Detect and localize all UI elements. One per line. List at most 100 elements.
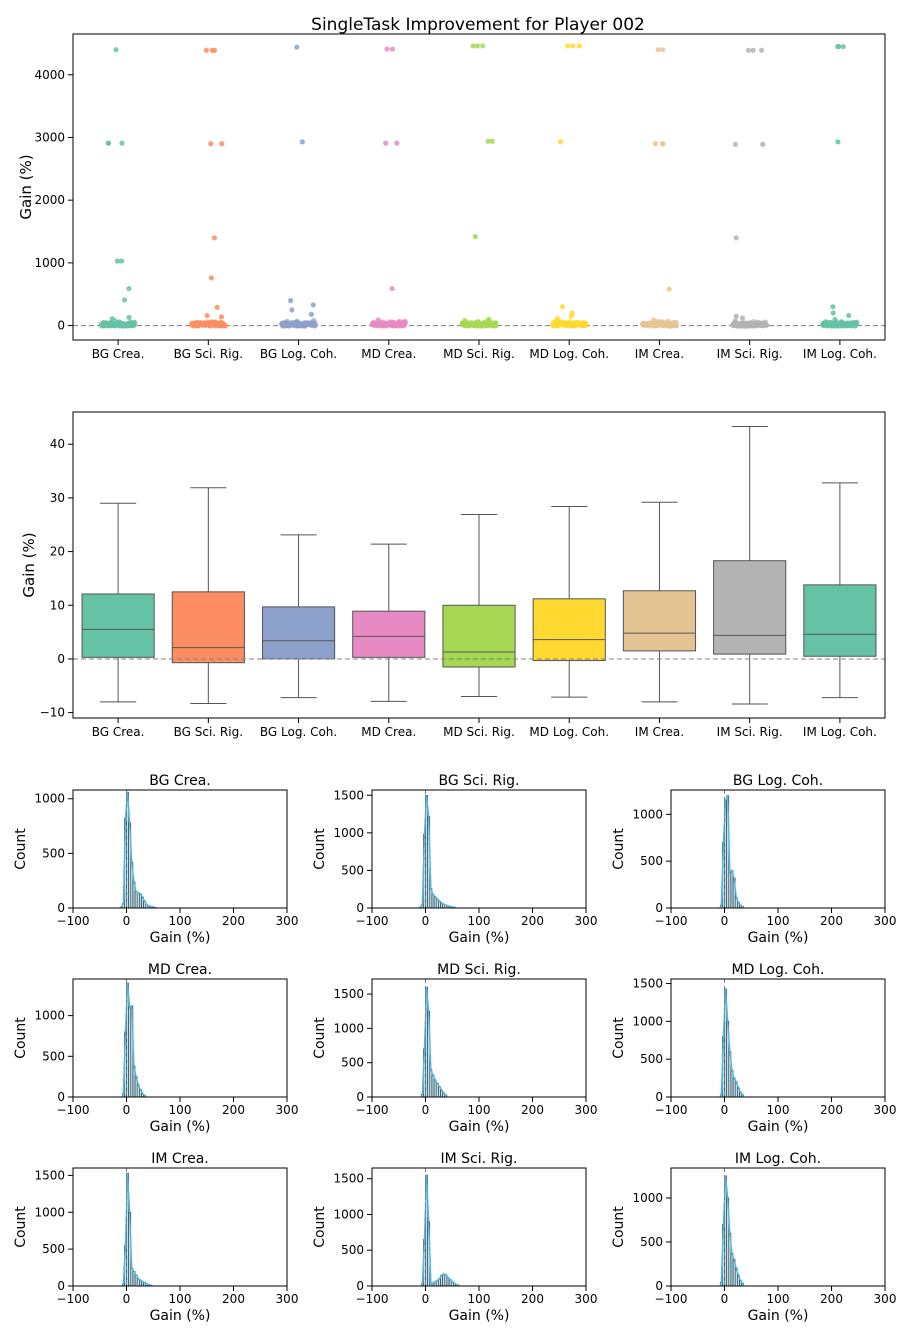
y-tick-label: 1500: [333, 1172, 364, 1186]
kde-curve: [418, 795, 456, 909]
strip-point: [646, 320, 652, 326]
strip-point: [119, 321, 125, 327]
x-tick-label: 100: [767, 1292, 790, 1306]
x-tick-label: 300: [575, 914, 598, 928]
box-iqr: [622, 590, 697, 652]
strip-outlier-point: [480, 43, 486, 49]
strip-plot: BG Crea. BG Sci. Rig. BG Log. Coh. MD Crea.…: [17, 33, 886, 361]
strip-outlier-point: [211, 235, 217, 241]
strip-outlier-point: [576, 43, 582, 49]
y-tick-label: 0: [655, 901, 663, 915]
kde-curve: [121, 983, 147, 1098]
strip-outlier-point: [109, 316, 115, 322]
y-tick-label: 0: [57, 319, 65, 333]
x-tick-label: MD Sci. Rig.: [443, 725, 515, 739]
y-tick-label: 1000: [333, 826, 364, 840]
strip-point: [578, 323, 584, 329]
figure-title: SingleTask Improvement for Player 002: [311, 15, 645, 35]
histogram-title: MD Sci. Rig.: [437, 962, 521, 978]
strip-points-4: [459, 43, 499, 329]
box-iqr: [713, 560, 787, 655]
kde-curve: [719, 988, 745, 1098]
kde-curve: [719, 795, 745, 909]
strip-points-2: [279, 44, 318, 329]
y-tick-label: 500: [341, 863, 364, 877]
strip-point: [653, 321, 659, 327]
box-8: [803, 482, 877, 699]
y-tick-label: 500: [42, 1242, 65, 1256]
x-tick-label: 100: [468, 1292, 491, 1306]
strip-point: [222, 322, 228, 328]
strip-point: [197, 321, 203, 327]
strip-points-7: [730, 47, 770, 329]
strip-point: [659, 322, 665, 328]
strip-point: [843, 323, 849, 329]
strip-points-0: [98, 47, 138, 329]
strip-point: [396, 321, 402, 327]
strip-outlier-point: [565, 43, 571, 49]
histogram-bar: [730, 870, 734, 909]
strip-outlier-point: [203, 47, 209, 53]
x-tick-label: BG Crea.: [92, 725, 145, 739]
histogram-title: IM Sci. Rig.: [441, 1151, 518, 1167]
strip-point: [823, 320, 830, 326]
y-tick-label: 0: [356, 1279, 364, 1293]
strip-outlier-point: [760, 141, 766, 147]
box-1: [171, 487, 245, 705]
histogram-bar: [130, 1268, 134, 1287]
x-tick-label: 100: [169, 914, 192, 928]
y-tick-label: 500: [341, 1243, 364, 1257]
y-tick-label: 0: [57, 1090, 65, 1104]
strip-outlier-point: [830, 310, 836, 316]
strip-outlier-point: [830, 304, 836, 310]
y-axis-label: Count: [611, 828, 627, 870]
x-tick-label: MD Log. Coh.: [529, 347, 609, 361]
strip-outlier-point: [486, 316, 492, 322]
x-tick-label: 300: [874, 1292, 897, 1306]
histogram-title: BG Crea.: [149, 773, 211, 789]
y-tick-label: 0: [655, 1090, 663, 1104]
y-axis-label: Gain (%): [17, 154, 35, 219]
y-tick-label: 1000: [632, 807, 663, 821]
x-tick-label: 300: [276, 1292, 299, 1306]
y-axis-label: Count: [611, 1017, 627, 1059]
y-tick-label: 40: [50, 437, 65, 451]
x-tick-label: −100: [356, 914, 389, 928]
y-tick-label: 4000: [34, 68, 65, 82]
histogram-title: BG Log. Coh.: [733, 773, 823, 789]
y-tick-label: 500: [42, 846, 65, 860]
y-axis-label: Count: [312, 1206, 328, 1248]
x-tick-label: 200: [820, 914, 843, 928]
strip-point: [642, 321, 648, 327]
strip-outlier-point: [126, 314, 132, 321]
x-axis-label: Gain (%): [449, 930, 510, 946]
x-axis-label: Gain (%): [150, 930, 211, 946]
strip-outlier-point: [733, 235, 739, 241]
x-tick-label: 0: [721, 1103, 729, 1117]
strip-outlier-point: [389, 46, 396, 52]
strip-point: [572, 320, 578, 326]
histogram-bar: [730, 1253, 734, 1287]
x-axis-label: Gain (%): [748, 1119, 809, 1135]
kde-curve: [719, 1175, 745, 1287]
x-tick-label: 100: [767, 1103, 790, 1117]
y-tick-label: 0: [356, 1090, 364, 1104]
x-tick-label: BG Sci. Rig.: [174, 347, 243, 361]
x-tick-label: 0: [422, 914, 430, 928]
y-tick-label: 500: [640, 1052, 663, 1066]
kde-curve: [119, 792, 157, 909]
strip-outlier-point: [472, 233, 478, 240]
histogram-bar: [429, 1069, 433, 1098]
strip-point: [562, 321, 569, 327]
x-tick-label: IM Crea.: [635, 725, 684, 739]
strip-outlier-point: [489, 138, 495, 144]
strip-point: [385, 321, 391, 328]
plot-frame: [670, 1167, 886, 1287]
x-tick-label: BG Sci. Rig.: [174, 725, 243, 739]
x-tick-label: IM Crea.: [635, 347, 684, 361]
